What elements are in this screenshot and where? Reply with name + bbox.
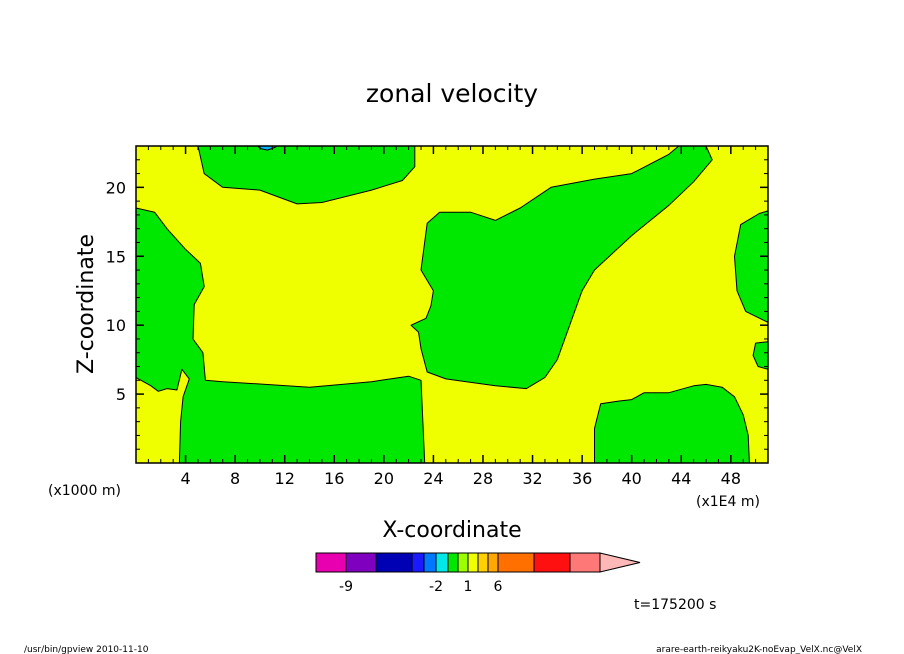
contour-region-5 — [734, 210, 768, 323]
y-tick-label: 10 — [106, 316, 126, 335]
colorbar-box — [477, 552, 489, 573]
x-unit-left: (x1000 m) — [48, 483, 121, 499]
x-tick-label: 20 — [374, 469, 394, 488]
colorbar-box — [569, 552, 601, 573]
colorbar-box — [315, 552, 347, 573]
time-annotation: t=175200 s — [634, 597, 716, 613]
chart-title: zonal velocity — [366, 79, 538, 108]
footer-left: /usr/bin/gpview 2010-11-10 — [24, 645, 149, 654]
x-tick-label: 36 — [572, 469, 592, 488]
x-tick-label: 48 — [721, 469, 741, 488]
x-tick-label: 24 — [423, 469, 443, 488]
colorbar-box — [423, 552, 437, 573]
colorbar-tick-label: -9 — [339, 579, 353, 595]
colorbar-extend-arrow — [599, 552, 641, 573]
x-axis-label: X-coordinate — [382, 518, 521, 543]
colorbar-box — [447, 552, 459, 573]
contour-region-6 — [752, 341, 768, 370]
plot-frame — [135, 145, 769, 464]
colorbar-tick-label: -2 — [429, 579, 443, 595]
colorbar-box — [375, 552, 413, 573]
x-tick-label: 32 — [522, 469, 542, 488]
colorbar-box — [435, 552, 449, 573]
y-axis-label: Z-coordinate — [74, 234, 99, 374]
contour-region-1 — [197, 146, 416, 205]
colorbar-box — [411, 552, 425, 573]
contour-region-3 — [410, 146, 713, 390]
plot-area — [136, 146, 768, 463]
colorbar-box — [533, 552, 571, 573]
x-tick-label: 12 — [275, 469, 295, 488]
x-tick-label: 40 — [622, 469, 642, 488]
y-axis: 5 10 15 20 — [106, 159, 768, 450]
x-tick-label: 8 — [230, 469, 240, 488]
colorbar: -9 -2 1 6 — [315, 552, 641, 595]
contour-region-4 — [594, 383, 750, 463]
y-tick-label: 15 — [106, 247, 126, 266]
x-tick-label: 44 — [671, 469, 691, 488]
footer-right: arare-earth-reikyaku2K-noEvap_VelX.nc@Ve… — [656, 645, 862, 654]
contour-region-2 — [136, 207, 426, 463]
colorbar-box — [497, 552, 535, 573]
x-tick-label: 16 — [324, 469, 344, 488]
colorbar-box — [457, 552, 469, 573]
x-tick-label: 28 — [473, 469, 493, 488]
x-tick-label: 4 — [180, 469, 190, 488]
colorbar-box — [467, 552, 479, 573]
colorbar-box — [345, 552, 377, 573]
y-tick-label: 20 — [106, 178, 126, 197]
x-axis: 4 8 12 16 20 24 28 32 36 40 44 48 — [147, 146, 757, 488]
x-unit-right: (x1E4 m) — [696, 494, 760, 510]
colorbar-tick-label: 1 — [464, 579, 473, 595]
colorbar-box — [487, 552, 499, 573]
colorbar-tick-label: 6 — [494, 579, 503, 595]
y-tick-label: 5 — [116, 385, 126, 404]
